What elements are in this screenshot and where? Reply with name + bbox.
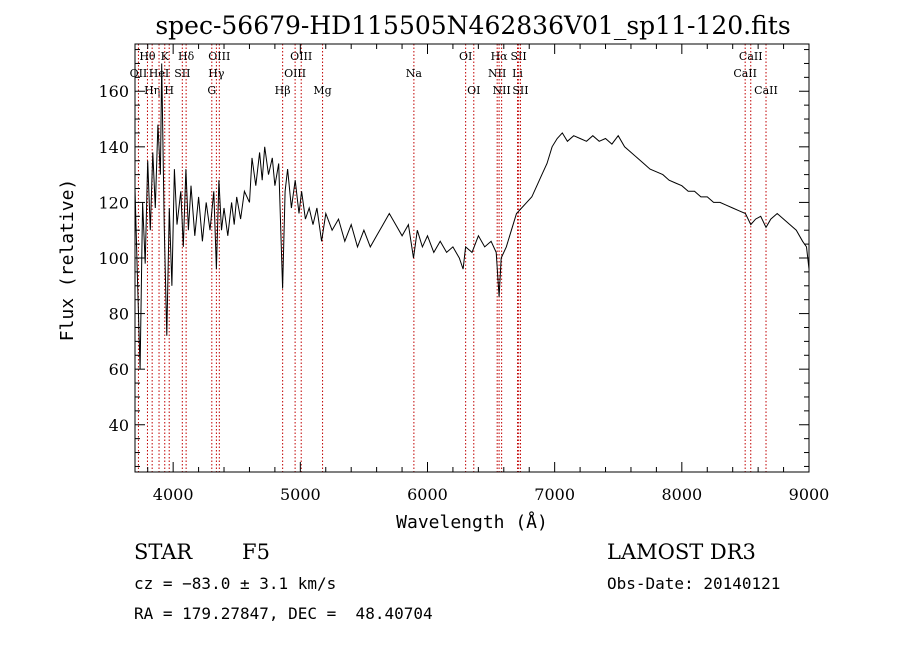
- spectral-line-label: H: [164, 84, 174, 97]
- spectral-line-label: Hη: [144, 84, 160, 97]
- spectral-line-label: CaII: [739, 50, 763, 63]
- spectral-line-label: SII: [512, 84, 528, 97]
- spectral-line-markers: Hθ OII Hη K HeI H Hδ SII OIII Hγ G Hβ OIII OIII Mg Na OI…: [130, 44, 778, 472]
- spectral-line-label: SII: [174, 67, 190, 80]
- x-axis: 4000 5000 6000 7000 8000 9000: [147, 44, 830, 504]
- y-tick-label: 120: [98, 193, 129, 212]
- spectral-line-label: HeI: [149, 67, 169, 80]
- spectral-line-label: OI: [459, 50, 472, 63]
- redshift-velocity: cz = −83.0 ± 3.1 km/s: [134, 574, 337, 593]
- spectral-line-label: CaII: [733, 67, 757, 80]
- spectral-line-label: K: [161, 50, 170, 63]
- y-tick-label: 60: [109, 360, 129, 379]
- plot-frame: [134, 43, 810, 473]
- x-tick-label: 7000: [534, 485, 575, 504]
- spectral-line-label: Na: [406, 67, 423, 80]
- spectral-subclass: F5: [242, 540, 270, 564]
- spectral-line-label: Mg: [313, 84, 331, 97]
- spectral-line-label: NII: [488, 67, 506, 80]
- y-tick-label: 80: [109, 305, 129, 324]
- object-class: STAR: [134, 540, 193, 564]
- flux-series-line: [134, 63, 810, 370]
- survey-name: LAMOST DR3: [607, 540, 756, 564]
- x-axis-label: Wavelength (Å): [396, 511, 548, 533]
- spectral-line-label: OIII: [290, 50, 312, 63]
- x-tick-label: 6000: [407, 485, 448, 504]
- spectral-line-label: OIII: [284, 67, 306, 80]
- spectral-line-label: OIII: [208, 50, 230, 63]
- y-tick-label: 140: [98, 138, 129, 157]
- spectral-line-label: Hθ: [139, 50, 156, 63]
- sky-coordinates: RA = 179.27847, DEC = 48.40704: [134, 604, 433, 623]
- y-tick-label: 160: [98, 82, 129, 101]
- spectral-line-label: SII: [511, 50, 527, 63]
- spectral-line-label: OII: [130, 67, 148, 80]
- spectral-line-label: Li: [512, 67, 523, 80]
- x-tick-label: 4000: [153, 485, 194, 504]
- y-tick-label: 100: [98, 249, 129, 268]
- x-tick-label: 9000: [789, 485, 830, 504]
- spectral-line-label: Hδ: [178, 50, 195, 63]
- x-tick-label: 5000: [280, 485, 321, 504]
- x-tick-label: 8000: [661, 485, 702, 504]
- spectral-line-label: Hβ: [275, 84, 291, 97]
- y-axis-label: Flux (relative): [57, 179, 78, 342]
- spectral-line-label: G: [207, 84, 216, 97]
- spectral-line-label: Hα: [491, 50, 509, 63]
- chart-title: spec-56679-HD115505N462836V01_sp11-120.f…: [155, 11, 790, 40]
- y-tick-label: 40: [109, 416, 129, 435]
- spectral-line-label: NII: [492, 84, 510, 97]
- y-axis: 40 60 80 100 120 140 160: [98, 49, 809, 467]
- spectral-line-label: OI: [467, 84, 480, 97]
- spectral-line-label: Hγ: [208, 67, 225, 80]
- spectral-line-label: CaII: [754, 84, 778, 97]
- observation-date: Obs-Date: 20140121: [607, 574, 781, 593]
